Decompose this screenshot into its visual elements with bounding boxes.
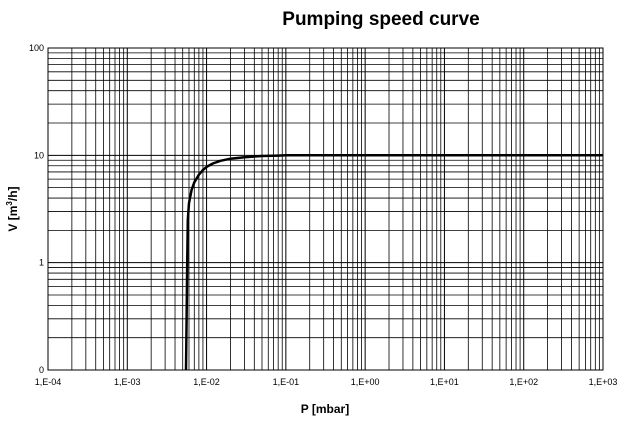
x-tick-label: 1,E-02 xyxy=(193,377,220,387)
x-tick-label: 1,E-04 xyxy=(35,377,62,387)
y-axis-label-prefix: V [m xyxy=(6,206,20,232)
x-tick-label: 1,E-03 xyxy=(114,377,141,387)
x-tick-label: 1,E-01 xyxy=(273,377,300,387)
x-tick-label: 1,E+00 xyxy=(351,377,380,387)
grid xyxy=(47,48,603,371)
series-group xyxy=(184,154,603,371)
x-axis-label: P [mbar] xyxy=(301,402,349,416)
y-tick-label: 0 xyxy=(39,365,44,375)
x-tick-labels: 1,E-04 1,E-03 1,E-02 1,E-01 1,E+00 1,E+01 1,E+… xyxy=(35,377,618,387)
y-tick-label: 1 xyxy=(39,258,44,268)
x-tick-label: 1,E+02 xyxy=(509,377,538,387)
x-tick-label: 1,E+01 xyxy=(430,377,459,387)
x-tick-label: 1,E+03 xyxy=(589,377,618,387)
y-axis-label-suffix: /h] xyxy=(6,186,20,201)
chart-title: Pumping speed curve xyxy=(282,9,479,30)
plot-frame xyxy=(47,47,604,371)
series-line xyxy=(184,154,603,371)
y-tick-labels: 0 1 10 100 xyxy=(29,43,44,375)
y-axis-label: V [m3/h] xyxy=(5,186,20,231)
y-tick-label: 100 xyxy=(29,43,44,53)
y-tick-label: 10 xyxy=(34,150,44,160)
y-axis-label-superscript: 3 xyxy=(5,201,14,206)
